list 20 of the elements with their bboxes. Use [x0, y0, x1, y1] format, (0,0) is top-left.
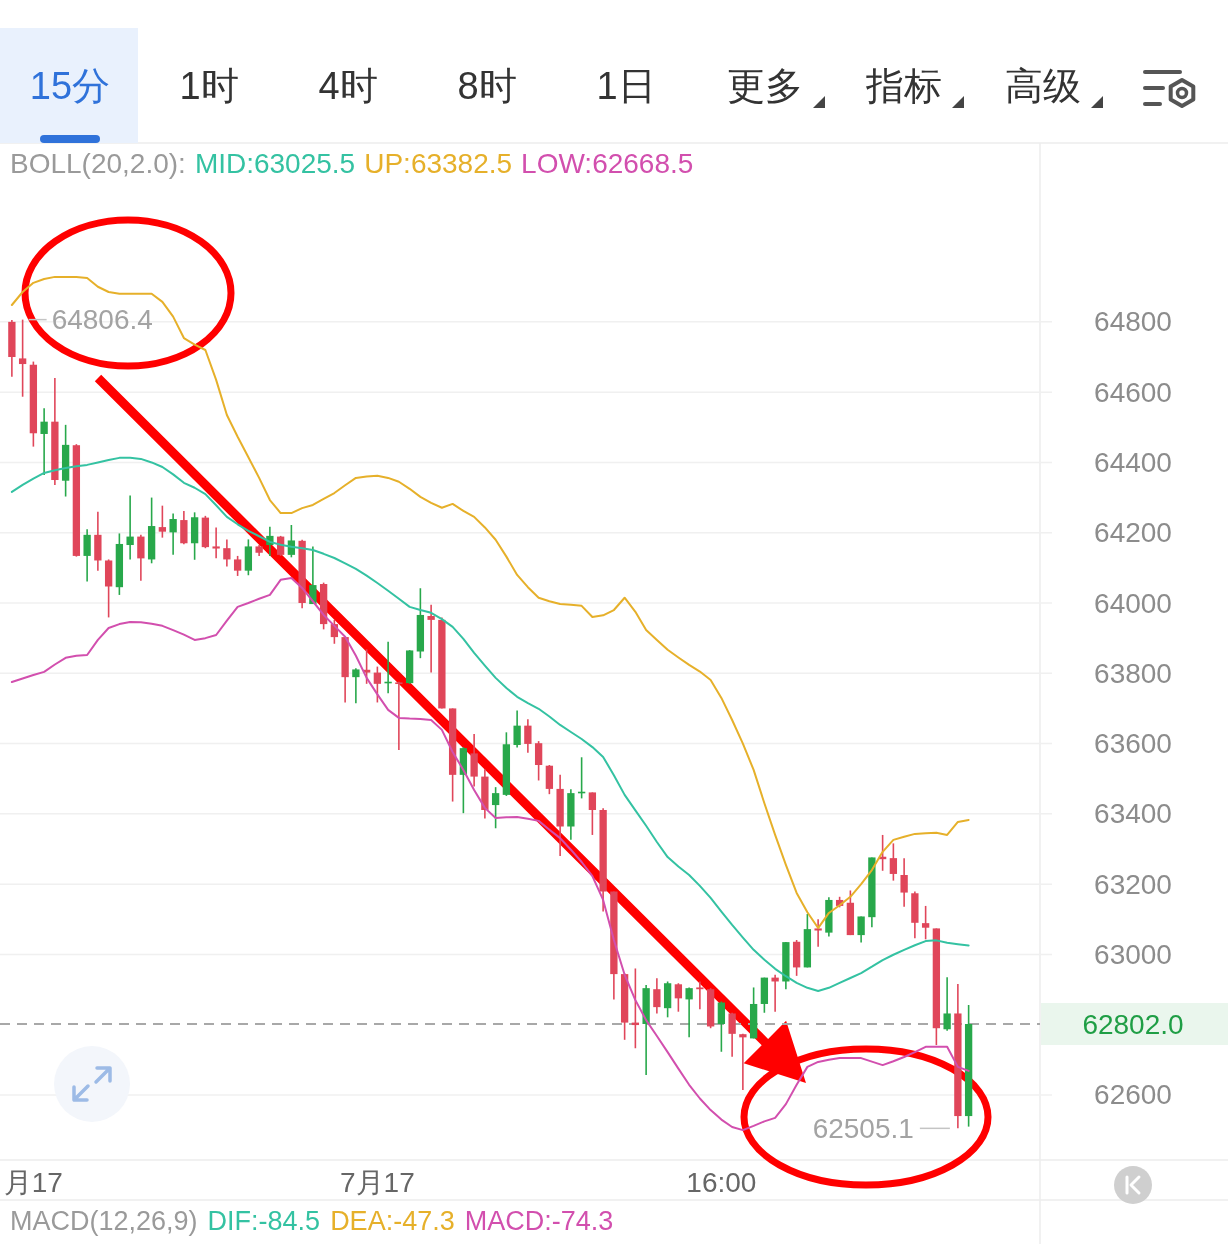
y-tick-label: 62600 — [1094, 1079, 1172, 1111]
y-tick-label: 63400 — [1094, 798, 1172, 830]
x-tick-label: 16:00 — [686, 1166, 757, 1198]
x-tick-label: 月17 — [3, 1166, 63, 1198]
y-tick-label: 63800 — [1094, 657, 1172, 689]
annotation: 62505.1 — [812, 1112, 914, 1144]
x-tick-label: 7月17 — [340, 1166, 415, 1198]
annotation: 64806.4 — [51, 304, 153, 336]
y-tick-label: 63000 — [1094, 938, 1172, 970]
y-tick-label: 63200 — [1094, 868, 1172, 900]
y-tick-label: 64400 — [1094, 446, 1172, 478]
tab-bar: 15分 1时 4时 8时 1日 更多 指标 高级 — [0, 28, 1081, 143]
y-tick-label: 63600 — [1094, 728, 1172, 760]
legend: BOLL(20,2.0): MID:63025.5 UP:63382.5 LOW:62668.5 — [10, 147, 694, 179]
y-tick-label: 64800 — [1094, 306, 1172, 338]
y-tick-label: 64200 — [1094, 517, 1172, 549]
y-tick-label: 64000 — [1094, 587, 1172, 619]
indicator-legend: MACD(12,26,9) DIF:-84.5 DEA:-47.3 MACD:-74.3 — [10, 1206, 614, 1236]
y-tick-label: 64600 — [1094, 376, 1172, 408]
text: 62802.0 — [1082, 1008, 1184, 1040]
